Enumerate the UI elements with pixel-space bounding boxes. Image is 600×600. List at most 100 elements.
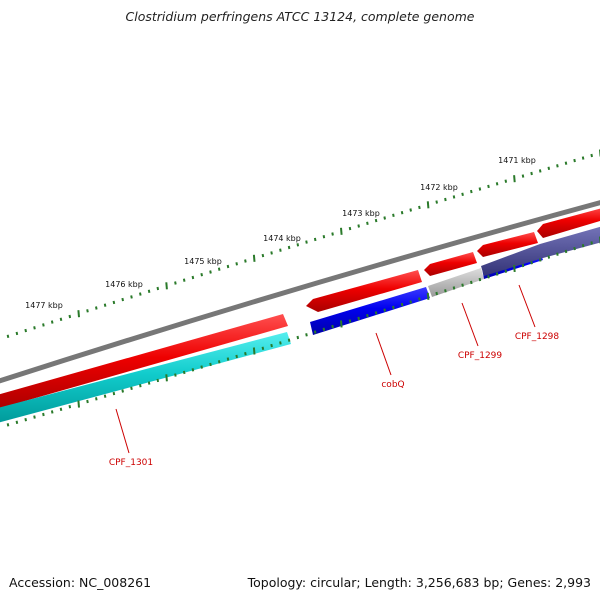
inner-minor-tick xyxy=(530,261,533,265)
inner-minor-tick xyxy=(200,365,203,369)
outer-minor-tick xyxy=(15,331,19,336)
inner-minor-tick xyxy=(95,397,98,401)
outer-minor-tick xyxy=(112,300,116,305)
inner-minor-tick xyxy=(461,283,464,287)
inner-minor-tick xyxy=(556,252,559,256)
inner-minor-tick xyxy=(409,300,412,304)
outer-minor-tick xyxy=(409,208,412,212)
inner-minor-tick xyxy=(504,269,508,273)
cds-forward-2 xyxy=(306,270,422,312)
outer-minor-tick xyxy=(322,235,326,239)
inner-minor-tick xyxy=(590,241,593,245)
inner-minor-tick xyxy=(287,338,291,342)
inner-minor-tick xyxy=(374,311,378,315)
inner-minor-tick xyxy=(50,410,54,414)
inner-minor-tick xyxy=(24,418,27,422)
inner-minor-tick xyxy=(470,280,473,285)
outer-minor-tick xyxy=(33,326,36,330)
outer-minor-tick xyxy=(461,192,464,196)
inner-minor-tick xyxy=(156,378,160,383)
outer-minor-tick xyxy=(182,278,186,282)
outer-minor-tick xyxy=(357,224,360,228)
inner-minor-tick xyxy=(226,357,230,361)
outer-minor-tick xyxy=(103,303,107,307)
outer-minor-tick xyxy=(366,221,369,225)
outer-minor-tick xyxy=(235,262,238,266)
inner-minor-tick xyxy=(418,297,421,301)
outer-major-tick xyxy=(513,175,516,183)
scale-label-1472: 1472 kbp xyxy=(420,183,458,192)
inner-minor-tick xyxy=(452,286,456,290)
inner-minor-tick xyxy=(313,330,317,334)
inner-minor-tick xyxy=(209,362,212,367)
outer-major-tick xyxy=(426,201,430,209)
leader-line-cobq xyxy=(375,332,392,376)
inner-minor-tick xyxy=(400,302,404,307)
scale-label-1474: 1474 kbp xyxy=(263,234,301,243)
cds-forward-3 xyxy=(424,252,477,276)
cds-forward-5 xyxy=(537,208,600,238)
outer-minor-tick xyxy=(209,270,212,274)
inner-minor-tick xyxy=(478,277,482,282)
outer-minor-tick xyxy=(200,273,203,277)
outer-major-tick xyxy=(340,227,343,235)
outer-minor-tick xyxy=(305,240,308,244)
cds-forward-4 xyxy=(477,232,538,257)
inner-minor-tick xyxy=(392,305,395,310)
inner-minor-tick xyxy=(538,258,542,262)
leader-line-cpf-1298 xyxy=(518,284,536,328)
inner-minor-tick xyxy=(331,324,334,329)
outer-scale-ticks xyxy=(6,149,600,338)
feature-cpf-1298-b xyxy=(481,226,600,276)
outer-minor-tick xyxy=(139,292,142,296)
inner-minor-tick xyxy=(270,343,273,348)
outer-minor-tick xyxy=(374,218,378,223)
inner-minor-tick xyxy=(366,314,369,318)
cds-reverse-cobq xyxy=(310,287,430,335)
inner-minor-tick xyxy=(112,391,116,396)
inner-minor-tick xyxy=(487,275,490,279)
outer-minor-tick xyxy=(24,328,27,333)
outer-minor-tick xyxy=(556,164,559,168)
outer-minor-tick xyxy=(156,286,160,291)
outer-minor-tick xyxy=(573,158,576,163)
inner-minor-tick xyxy=(130,386,133,390)
outer-minor-tick xyxy=(95,306,98,310)
inner-minor-tick xyxy=(573,246,576,251)
inner-minor-tick xyxy=(235,354,238,359)
outer-minor-tick xyxy=(121,297,124,302)
outer-minor-tick xyxy=(435,200,438,204)
outer-minor-tick xyxy=(313,237,317,242)
outer-minor-tick xyxy=(191,275,195,280)
outer-major-tick xyxy=(77,310,80,318)
outer-minor-tick xyxy=(50,320,54,324)
outer-minor-tick xyxy=(217,267,221,271)
scale-label-1475: 1475 kbp xyxy=(184,257,222,266)
outer-minor-tick xyxy=(174,281,177,285)
inner-minor-tick xyxy=(6,423,10,427)
outer-minor-tick xyxy=(478,187,482,191)
inner-minor-tick xyxy=(147,381,151,385)
inner-minor-tick xyxy=(444,289,447,293)
outer-minor-tick xyxy=(547,166,551,170)
inner-major-tick xyxy=(252,347,256,355)
inner-minor-tick xyxy=(42,412,45,417)
outer-minor-tick xyxy=(521,174,525,178)
gene-label-cpf-1299: CPF_1299 xyxy=(458,351,503,361)
outer-minor-tick xyxy=(495,182,499,186)
leader-line-cpf-1299 xyxy=(461,302,479,347)
inner-minor-tick xyxy=(279,341,282,345)
outer-minor-tick xyxy=(6,334,10,338)
scale-label-1476: 1476 kbp xyxy=(105,280,143,289)
outer-minor-tick xyxy=(331,232,334,236)
inner-minor-tick xyxy=(581,244,585,248)
inner-minor-tick xyxy=(86,399,89,404)
scale-label-1471: 1471 kbp xyxy=(498,156,536,165)
outer-minor-tick xyxy=(296,243,300,247)
inner-minor-tick xyxy=(495,272,499,276)
outer-minor-tick xyxy=(226,264,230,269)
inner-major-tick xyxy=(340,320,343,328)
outer-minor-tick xyxy=(538,169,542,173)
outer-minor-tick xyxy=(487,184,490,189)
